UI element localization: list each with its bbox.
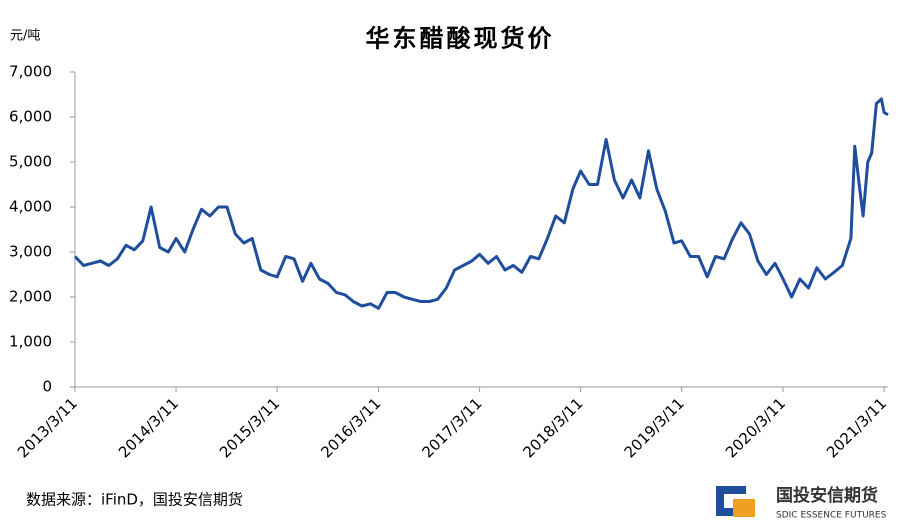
x-tick-label: 2017/3/11 xyxy=(418,394,485,461)
x-tick-label: 2021/3/11 xyxy=(823,394,890,461)
logo-icon xyxy=(733,499,755,517)
y-tick-label: 5,000 xyxy=(9,153,52,171)
chart-title: 华东醋酸现货价 xyxy=(366,24,555,53)
y-tick-label: 0 xyxy=(42,378,52,396)
x-tick-label: 2018/3/11 xyxy=(520,394,587,461)
y-tick-label: 3,000 xyxy=(9,243,52,261)
x-tick-label: 2016/3/11 xyxy=(317,394,384,461)
y-tick-label: 6,000 xyxy=(9,108,52,126)
y-tick-label: 4,000 xyxy=(9,198,52,216)
x-tick-label: 2015/3/11 xyxy=(216,394,283,461)
series-line xyxy=(73,97,889,310)
x-tick-label: 2013/3/11 xyxy=(14,394,81,461)
logo: 国投安信期货 SDIC ESSENCE FUTURES xyxy=(716,485,887,521)
y-tick-label: 2,000 xyxy=(9,288,52,306)
x-tick-label: 2014/3/11 xyxy=(115,394,182,461)
logo-name: 国投安信期货 xyxy=(776,485,878,506)
x-tick-label: 2020/3/11 xyxy=(722,394,789,461)
y-unit: 元/吨 xyxy=(10,29,40,44)
x-tick-label: 2019/3/11 xyxy=(621,394,688,461)
logo-subtitle: SDIC ESSENCE FUTURES xyxy=(776,511,887,521)
y-tick-label: 1,000 xyxy=(9,333,52,351)
y-tick-label: 7,000 xyxy=(9,63,52,81)
source-note: 数据来源：iFinD，国投安信期货 xyxy=(26,491,243,509)
